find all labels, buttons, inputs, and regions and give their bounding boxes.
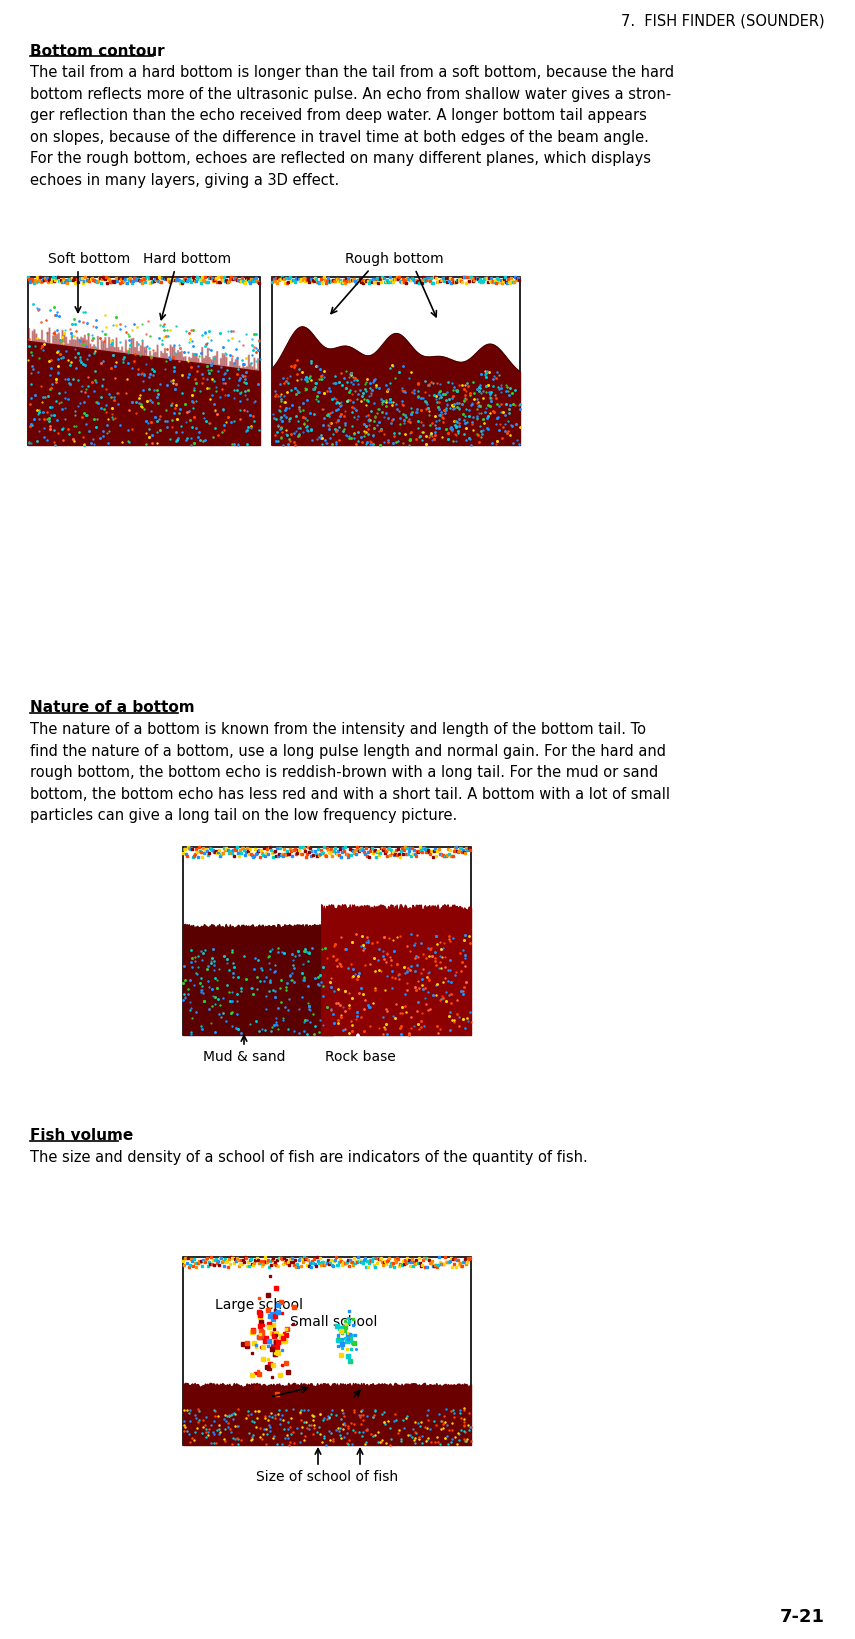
Bar [28,279,260,446]
Text: The nature of a bottom is known from the intensity and length of the bottom tail: The nature of a bottom is known from the… [30,721,670,823]
Bar [272,279,520,446]
Text: Fish volume: Fish volume [30,1128,133,1142]
Text: Mud & sand: Mud & sand [203,1049,286,1064]
Text: Rough bottom: Rough bottom [345,252,444,266]
Text: Large school: Large school [215,1296,303,1311]
Text: The size and density of a school of fish are indicators of the quantity of fish.: The size and density of a school of fish… [30,1149,587,1164]
Text: 7.  FISH FINDER (SOUNDER): 7. FISH FINDER (SOUNDER) [622,15,825,30]
Bar [183,1257,471,1446]
Text: Size of school of fish: Size of school of fish [256,1469,398,1483]
Text: Nature of a bottom: Nature of a bottom [30,700,195,715]
Text: Hard bottom: Hard bottom [143,252,231,266]
Text: The tail from a hard bottom is longer than the tail from a soft bottom, because : The tail from a hard bottom is longer th… [30,66,674,188]
Text: Bottom contour: Bottom contour [30,44,165,59]
Text: Small school: Small school [290,1314,377,1328]
Bar [183,847,471,1036]
Text: Soft bottom: Soft bottom [48,252,130,266]
Text: Rock base: Rock base [325,1049,395,1064]
Text: 7-21: 7-21 [780,1606,825,1624]
